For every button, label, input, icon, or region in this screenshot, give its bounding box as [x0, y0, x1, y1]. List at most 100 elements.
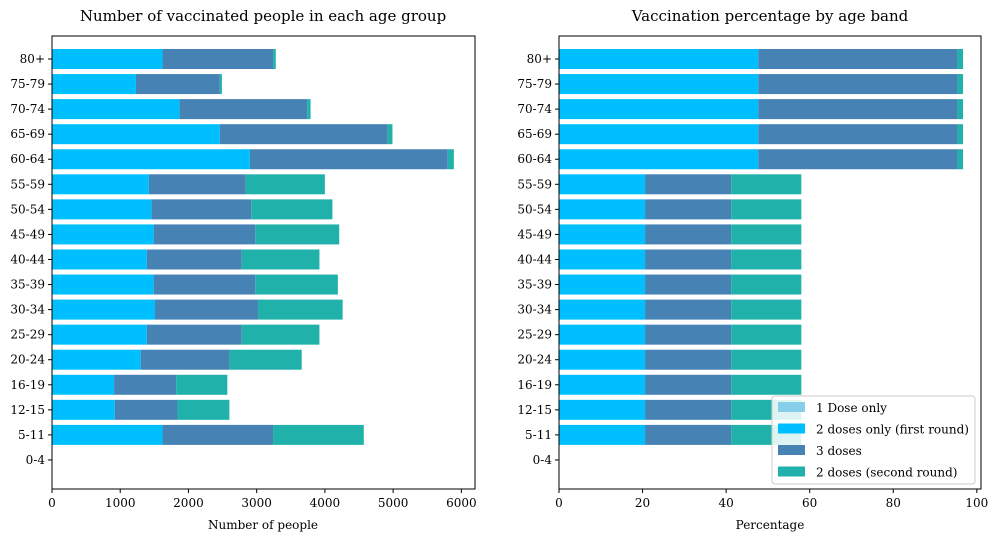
left-bar-5-11-series-2 — [162, 424, 274, 445]
left-x-tick-label: 3000 — [241, 496, 272, 510]
right-y-tick-label: 5-11 — [525, 428, 552, 442]
right-bar-60-64-series-2 — [758, 149, 958, 170]
right-bar-30-34-series-1 — [559, 299, 646, 320]
left-bar-75-79-series-3 — [219, 74, 222, 95]
right-bar-50-54-series-2 — [645, 199, 732, 220]
right-y-tick-label: 50-54 — [517, 202, 552, 216]
left-bar-20-24-series-2 — [140, 349, 230, 370]
right-y-tick-label: 40-44 — [517, 252, 552, 266]
right-bar-40-44-series-2 — [645, 249, 732, 270]
left-y-tick-label: 25-29 — [10, 328, 45, 342]
left-bar-45-49-series-1 — [52, 224, 154, 245]
left-bar-70-74-series-1 — [52, 99, 180, 120]
right-bar-40-44-series-3 — [731, 249, 802, 270]
right-bar-40-44-series-1 — [559, 249, 646, 270]
right-bar-25-29-series-3 — [731, 324, 802, 345]
left-bar-60-64-series-3 — [447, 149, 454, 170]
right-bar-65-69-series-1 — [559, 124, 759, 145]
right-bar-5-11-series-2 — [645, 424, 732, 445]
right-x-axis-label: Percentage — [736, 518, 805, 532]
left-y-tick-label: 50-54 — [10, 202, 45, 216]
right-bar-35-39-series-1 — [559, 274, 646, 295]
right-bar-16-19-series-1 — [559, 374, 646, 395]
right-chart-title: Vaccination percentage by age band — [631, 7, 909, 25]
legend: 1 Dose only 2 doses only (first round) 3 d… — [771, 395, 976, 485]
left-y-tick-label: 30-34 — [10, 303, 45, 317]
left-x-tick-label: 1000 — [105, 496, 136, 510]
right-bar-30-34-series-2 — [645, 299, 732, 320]
left-plot-frame — [51, 35, 476, 490]
right-y-tick-label: 55-59 — [517, 177, 552, 191]
right-y-tick-label: 80+ — [527, 52, 552, 66]
right-x-tick-label: 0 — [555, 496, 563, 510]
left-bar-16-19-series-1 — [52, 374, 115, 395]
right-bar-30-34-series-3 — [731, 299, 802, 320]
left-y-tick-label: 20-24 — [10, 353, 45, 367]
left-chart-title: Number of vaccinated people in each age … — [80, 7, 446, 25]
right-plot-frame — [558, 35, 982, 490]
legend-label-0: 1 Dose only — [816, 401, 887, 415]
right-bar-20-24-series-3 — [731, 349, 802, 370]
right-bar-70-74-series-3 — [957, 99, 964, 120]
left-x-tick-label: 2000 — [173, 496, 204, 510]
left-bar-55-59-series-2 — [148, 174, 246, 195]
right-y-tick-label: 16-19 — [517, 378, 552, 392]
right-bar-25-29-series-1 — [559, 324, 646, 345]
right-bar-60-64-series-3 — [957, 149, 964, 170]
legend-label-3: 2 doses (second round) — [816, 466, 957, 480]
left-chart-panel: Number of vaccinated people in each age … — [10, 7, 476, 532]
left-y-tick-label: 60-64 — [10, 152, 45, 166]
right-bar-75-79-series-2 — [758, 74, 958, 95]
right-x-tick-label: 20 — [635, 496, 650, 510]
legend-items: 1 Dose only 2 doses only (first round) 3 d… — [778, 401, 969, 480]
right-bar-12-15-series-2 — [645, 399, 732, 420]
right-y-tick-label: 12-15 — [517, 403, 552, 417]
left-bar-20-24-series-1 — [52, 349, 141, 370]
left-y-tick-label: 12-15 — [10, 403, 45, 417]
left-x-tick-label: 5000 — [378, 496, 409, 510]
right-y-tick-label: 75-79 — [517, 77, 552, 91]
right-y-tick-label: 70-74 — [517, 102, 552, 116]
right-x-tick-label: 100 — [965, 496, 988, 510]
left-bar-50-54-series-3 — [251, 199, 333, 220]
left-bar-16-19-series-3 — [176, 374, 228, 395]
left-y-tick-label: 75-79 — [10, 77, 45, 91]
right-bars — [559, 49, 964, 445]
left-y-tick-label: 80+ — [20, 52, 45, 66]
left-bar-12-15-series-3 — [177, 399, 230, 420]
right-bar-16-19-series-3 — [731, 374, 802, 395]
left-bar-12-15-series-1 — [52, 399, 115, 420]
right-bar-20-24-series-2 — [645, 349, 732, 370]
left-bar-60-64-series-2 — [249, 149, 448, 170]
right-y-ticks: 80+ 75-79 70-74 65-69 60-64 55-59 50-54 45-49 40… — [517, 52, 559, 467]
left-bar-80plus-series-3 — [273, 49, 276, 69]
right-y-tick-label: 20-24 — [517, 353, 552, 367]
right-bar-5-11-series-1 — [559, 424, 646, 445]
right-bar-80plus-series-2 — [758, 49, 958, 69]
right-y-tick-label: 0-4 — [533, 453, 553, 467]
left-bar-16-19-series-2 — [114, 374, 177, 395]
right-bar-55-59-series-1 — [559, 174, 646, 195]
right-bar-20-24-series-1 — [559, 349, 646, 370]
left-bar-65-69-series-3 — [387, 124, 393, 145]
left-bar-55-59-series-3 — [245, 174, 325, 195]
left-bar-70-74-series-2 — [179, 99, 308, 120]
left-bar-75-79-series-1 — [52, 74, 136, 95]
left-bar-65-69-series-2 — [219, 124, 388, 145]
left-y-tick-label: 65-69 — [10, 127, 45, 141]
legend-swatch-3 — [778, 466, 805, 477]
right-x-ticks: 0 20 40 60 80 100 — [555, 489, 988, 510]
right-bar-65-69-series-2 — [758, 124, 958, 145]
right-y-tick-label: 30-34 — [517, 303, 552, 317]
left-bar-20-24-series-3 — [229, 349, 302, 370]
left-bar-50-54-series-2 — [151, 199, 252, 220]
right-bar-65-69-series-3 — [957, 124, 964, 145]
left-bar-40-44-series-2 — [146, 249, 242, 270]
left-bar-35-39-series-3 — [255, 274, 338, 295]
right-y-tick-label: 65-69 — [517, 127, 552, 141]
right-bar-50-54-series-3 — [731, 199, 802, 220]
right-y-tick-label: 35-39 — [517, 278, 552, 292]
right-bar-35-39-series-3 — [731, 274, 802, 295]
right-bar-55-59-series-3 — [731, 174, 802, 195]
